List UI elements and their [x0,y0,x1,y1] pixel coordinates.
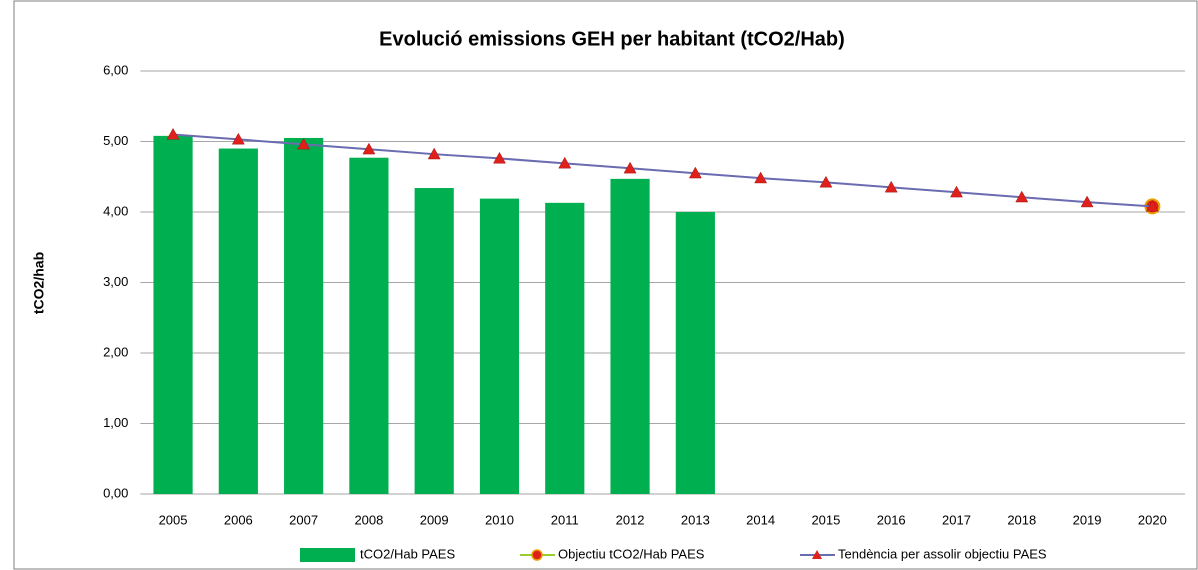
bar [284,137,324,494]
y-tick-label: 1,00 [103,415,128,430]
point-marker [819,175,833,188]
point-marker [623,161,637,174]
point-marker [297,137,311,150]
point-marker [1015,190,1029,203]
chart-title: Evolució emissions GEH per habitant (tCO… [379,28,845,50]
bar [610,178,650,495]
x-tick-label: 2007 [289,512,318,527]
point-marker [754,171,768,184]
legend-marker [531,549,543,561]
point-marker [1145,199,1159,212]
y-tick-label: 5,00 [103,133,128,148]
x-tick-label: 2008 [354,512,383,527]
y-tick-label: 6,00 [103,62,128,77]
point-marker [231,132,245,145]
x-tick-label: 2015 [811,512,840,527]
legend-label: Tendència per assolir objectiu PAES [838,546,1047,561]
x-tick-label: 2010 [485,512,514,527]
point-marker [166,127,180,140]
bar [479,198,520,495]
bar [414,188,454,494]
point-marker [493,151,506,164]
legend-label: Objectiu tCO2/Hab PAES [558,546,705,561]
x-tick-label: 2013 [681,512,710,527]
x-tick-label: 2014 [746,512,775,527]
x-tick-label: 2018 [1007,512,1036,527]
bar [153,135,193,495]
x-tick-label: 2006 [224,512,253,527]
x-tick-label: 2009 [420,512,449,527]
line [172,133,1153,208]
bar [349,157,389,494]
y-tick-label: 2,00 [103,344,128,359]
y-tick-label: 3,00 [103,274,128,289]
x-tick-label: 2012 [616,512,645,527]
point-marker [688,166,702,179]
chart-frame [13,0,1198,570]
x-tick-label: 2005 [159,512,188,527]
legend-label: tCO2/Hab PAES [360,546,455,561]
x-tick-label: 2017 [942,512,971,527]
x-tick-label: 2020 [1138,512,1167,527]
y-tick-label: 0,00 [103,485,128,500]
x-tick-label: 2016 [877,512,906,527]
legend-marker [812,550,822,559]
point-marker [427,147,441,160]
point-marker [1080,195,1094,208]
point-marker [558,156,572,169]
x-tick-label: 2019 [1073,512,1102,527]
legend-swatch [300,548,355,562]
y-tick-label: 4,00 [103,203,128,218]
y-axis-label: tCO2/hab [31,252,47,314]
point-marker [950,185,963,198]
bar [218,148,258,495]
point-marker [884,180,898,193]
bar [675,212,715,494]
bar [545,202,585,494]
x-tick-label: 2011 [551,512,579,527]
point-marker [362,142,376,155]
